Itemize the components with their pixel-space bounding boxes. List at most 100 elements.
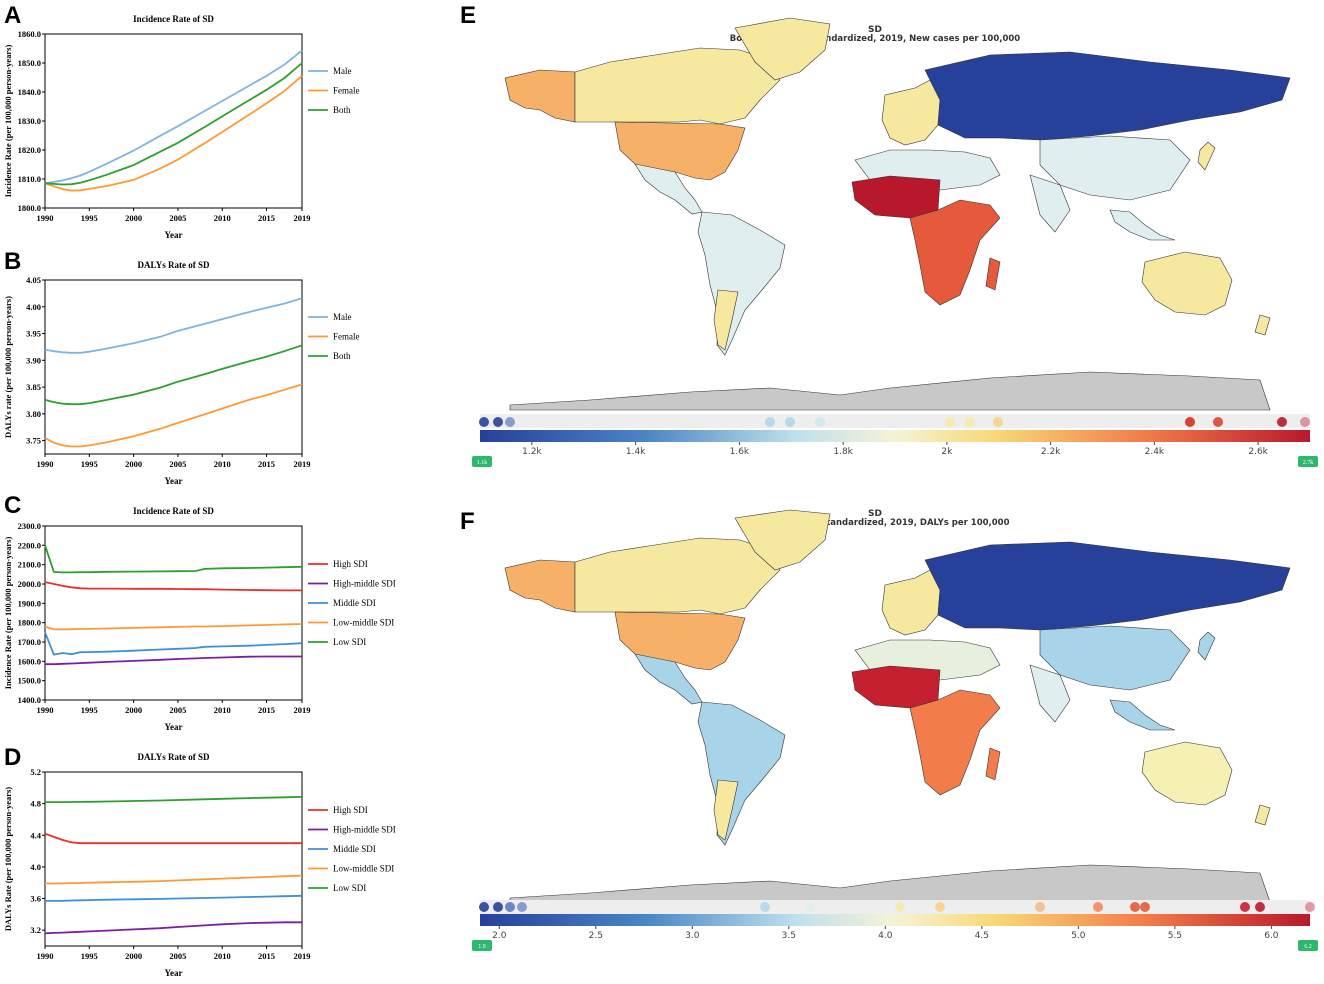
x-tick-label: 1995 [81,213,98,223]
panel-letter-a: A [4,2,22,29]
colorbar-tick-label: 1.8k [833,447,853,457]
region-west-africa [851,175,941,219]
x-tick-label: 2015 [258,213,275,223]
colorbar-f-min-marker [472,940,492,951]
legend-label: Male [333,66,352,76]
series-line-both [44,344,303,406]
legend-label: High-middle SDI [333,825,396,835]
x-tick-label: 2019 [294,213,311,223]
region-south-america [697,701,786,846]
region-alaska [504,559,576,613]
x-tick-label: 2019 [294,705,311,715]
x-tick-label: 2000 [125,213,142,223]
colorbar-tick-label: 3.0 [685,931,700,941]
y-tick-label: 3.90 [26,355,41,365]
y-tick-label: 3.85 [26,382,41,392]
colorbar-tick-label: 2.5 [589,931,603,941]
y-axis-label: Incidence Rate (per 100,000 person-years… [3,45,13,198]
y-tick-label: 2100.0 [18,560,41,570]
x-tick-label: 2015 [258,951,275,961]
x-tick-label: 2000 [125,951,142,961]
y-tick-label: 1600.0 [18,656,41,666]
region-india [1029,664,1071,723]
y-tick-label: 3.6 [30,894,41,904]
y-tick-label: 1860.0 [18,29,41,39]
map-f-title: SD [868,509,882,519]
panel-letter-c: C [4,492,22,519]
region-japan [1197,141,1216,171]
series-line-low-sdi [44,545,303,574]
region-greenland [734,17,831,81]
region-india [1029,174,1071,233]
chart-c-incidence-by-sdi: Incidence Rate of SD 1990 1995 2000 2005 2010… [3,506,396,732]
y-tick-label: 1900.0 [18,598,41,608]
region-usa [614,611,746,671]
region-new-zealand [1254,804,1271,826]
region-se-asia [1109,699,1176,731]
series-line-female [44,383,303,448]
region-australia [1141,741,1233,806]
x-tick-label: 1995 [81,951,98,961]
region-europe [881,79,941,146]
series-line-middle-sdi [45,894,303,902]
colorbar-tick-label: 4.0 [878,931,893,941]
colorbar-tick-label: 5.5 [1168,931,1182,941]
chart-title: DALYs Rate of SD [138,752,210,762]
series-line-high-middle-sdi [44,921,302,935]
legend-label: Both [333,351,351,361]
x-tick-label: 2005 [169,459,186,469]
region-mexico [634,653,703,705]
x-axis-label: Year [165,968,183,978]
colorbar-tick-label: 1.2k [522,447,542,457]
y-tick-label: 3.95 [26,329,41,339]
plot-frame [44,279,303,455]
x-tick-label: 1990 [37,951,54,961]
region-canada [574,537,781,615]
colorbar-f-max-label: 6.2 [1304,944,1312,950]
series-line-high-middle-sdi [45,655,302,666]
series-line-both [44,62,303,186]
legend-label: Middle SDI [333,598,376,608]
colorbar-e-min-marker [472,456,492,467]
y-tick-label: 1500.0 [18,676,41,686]
legend-label: Low-middle SDI [333,618,394,628]
chart-a-incidence-by-sex: Incidence Rate of SD 1990 1995 2000 2005 2010… [3,14,360,240]
colorbar-tick-label: 6.0 [1264,931,1279,941]
x-tick-label: 2010 [214,951,231,961]
y-axis-label: DALYs Rate (per 100,000 person-years) [3,787,13,931]
y-axis-label: DALYs rate (per 100,000 person-years) [3,296,13,438]
region-europe [881,569,941,636]
colorbar-f-dots [479,902,1315,912]
y-tick-label: 4.4 [30,830,41,840]
y-tick-label: 1700.0 [18,637,41,647]
region-australia [1141,251,1233,316]
colorbar-e-dots [479,417,1310,427]
chart-title: DALYs Rate of SD [138,260,210,270]
legend-label: Low SDI [333,637,366,647]
series-line-high-sdi [44,581,302,592]
x-tick-label: 2000 [125,705,142,715]
y-tick-label: 1810.0 [18,174,41,184]
y-tick-label: 4.05 [26,275,41,285]
y-tick-label: 1840.0 [18,87,41,97]
map-e-subtitle: Both sexes, Age-standardized, 2019, New … [730,34,1021,44]
colorbar-tick-label: 3.5 [782,931,796,941]
legend-label: Low-middle SDI [333,864,394,874]
colorbar-e-max-label: 2.7k [1303,460,1314,466]
colorbar-tick-label: 2.2k [1041,447,1061,457]
region-west-africa [851,665,941,709]
colorbar-f-min-label: 1.9 [478,944,486,950]
region-china [1039,625,1191,691]
x-tick-label: 2015 [258,459,275,469]
y-tick-label: 1800.0 [18,618,41,628]
x-tick-label: 2005 [169,213,186,223]
x-tick-label: 1990 [37,705,54,715]
series-line-male [44,297,303,354]
x-tick-label: 2000 [125,459,142,469]
region-chile-argentina [713,779,739,841]
colorbar-tick-label: 2.6k [1248,447,1268,457]
legend-label: Low SDI [333,883,366,893]
region-antarctica [509,864,1271,903]
x-axis-label: Year [165,722,183,732]
panel-letter-b: B [4,248,22,275]
